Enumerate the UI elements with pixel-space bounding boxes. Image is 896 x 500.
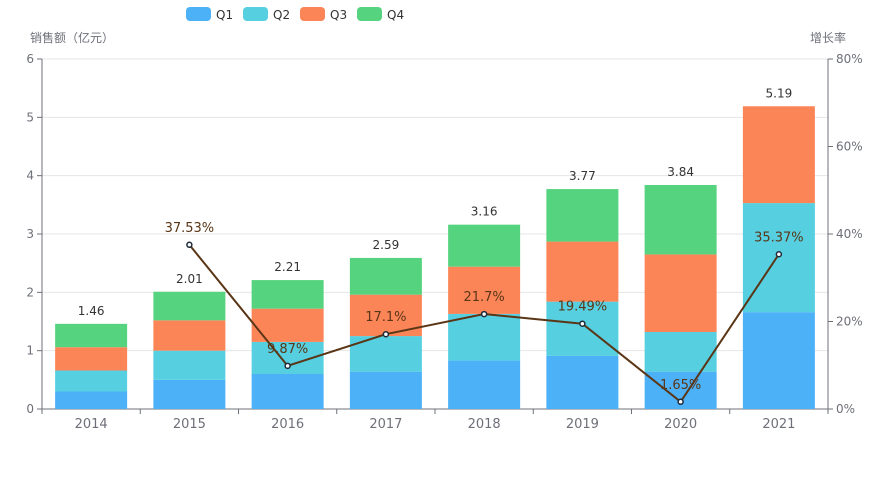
y2-tick-label: 60% bbox=[836, 140, 863, 154]
total-label: 2.01 bbox=[176, 272, 203, 286]
bar-segment[interactable] bbox=[448, 266, 521, 314]
x-tick-label: 2021 bbox=[762, 417, 795, 432]
y-tick-label: 4 bbox=[26, 169, 34, 183]
x-tick-label: 2020 bbox=[664, 417, 697, 432]
bar-segment[interactable] bbox=[546, 301, 619, 356]
bar-segment[interactable] bbox=[742, 203, 815, 313]
total-label: 1.46 bbox=[78, 304, 105, 318]
legend-label[interactable]: Q4 bbox=[387, 8, 404, 22]
bar-segment[interactable] bbox=[251, 308, 324, 342]
growth-point[interactable] bbox=[775, 251, 783, 258]
bar-segment[interactable] bbox=[546, 189, 619, 242]
growth-label: 19.49% bbox=[558, 300, 608, 315]
bar-segment[interactable] bbox=[644, 185, 717, 255]
growth-label: 1.65% bbox=[660, 378, 701, 393]
growth-point[interactable] bbox=[382, 330, 390, 338]
growth-label: 35.37% bbox=[754, 230, 804, 245]
bar-segment[interactable] bbox=[55, 391, 128, 410]
y-tick-label: 2 bbox=[26, 285, 34, 299]
y2-tick-label: 40% bbox=[836, 227, 863, 241]
x-tick-label: 2019 bbox=[566, 417, 599, 432]
bar-segment[interactable] bbox=[448, 360, 521, 409]
growth-point[interactable] bbox=[186, 241, 193, 249]
x-tick-label: 2018 bbox=[468, 417, 501, 432]
bar-segment[interactable] bbox=[349, 257, 422, 295]
legend-swatch[interactable] bbox=[243, 7, 268, 21]
total-label: 2.59 bbox=[373, 238, 400, 252]
growth-point[interactable] bbox=[579, 320, 586, 327]
bar-segment[interactable] bbox=[546, 355, 619, 409]
y-tick-label: 0 bbox=[26, 402, 34, 416]
total-label: 2.21 bbox=[274, 260, 301, 274]
bar-segment[interactable] bbox=[448, 224, 521, 267]
growth-label: 9.87% bbox=[267, 342, 308, 357]
bar-segment[interactable] bbox=[153, 320, 226, 351]
bar-segment[interactable] bbox=[153, 379, 226, 409]
bar-segment[interactable] bbox=[251, 280, 324, 309]
y2-axis-title: 增长率 bbox=[810, 30, 846, 45]
y-tick-label: 1 bbox=[26, 344, 34, 358]
bar-segment[interactable] bbox=[742, 106, 815, 204]
growth-point[interactable] bbox=[284, 362, 291, 370]
bar-segment[interactable] bbox=[742, 312, 815, 409]
bar-segment[interactable] bbox=[153, 350, 226, 380]
y-axis-title: 销售额（亿元） bbox=[30, 30, 114, 45]
y-tick-label: 6 bbox=[26, 52, 34, 66]
legend-swatch[interactable] bbox=[186, 7, 211, 21]
bar-segment[interactable] bbox=[546, 241, 619, 302]
total-label: 3.77 bbox=[569, 169, 596, 183]
bar-segment[interactable] bbox=[349, 371, 422, 409]
y2-tick-label: 80% bbox=[836, 52, 863, 66]
legend-label[interactable]: Q2 bbox=[273, 8, 290, 22]
x-tick-label: 2017 bbox=[369, 417, 402, 432]
bar-segment[interactable] bbox=[55, 323, 128, 348]
growth-point[interactable] bbox=[677, 398, 684, 406]
bar-segment[interactable] bbox=[251, 374, 324, 409]
legend-swatch[interactable] bbox=[357, 7, 382, 21]
y-tick-label: 5 bbox=[26, 110, 34, 124]
bar-segment[interactable] bbox=[55, 370, 128, 392]
total-label: 5.19 bbox=[766, 86, 793, 100]
total-label: 3.84 bbox=[667, 165, 694, 179]
growth-label: 17.1% bbox=[365, 310, 406, 325]
x-tick-label: 2015 bbox=[173, 417, 206, 432]
legend-label[interactable]: Q3 bbox=[330, 8, 347, 22]
x-tick-label: 2016 bbox=[271, 417, 304, 432]
y-tick-label: 3 bbox=[26, 227, 34, 241]
legend-swatch[interactable] bbox=[300, 7, 325, 21]
x-tick-label: 2014 bbox=[75, 417, 108, 432]
bar-segment[interactable] bbox=[448, 313, 521, 361]
y2-tick-label: 20% bbox=[836, 315, 863, 329]
growth-label: 37.53% bbox=[165, 221, 215, 236]
y2-tick-label: 0% bbox=[836, 402, 855, 416]
bar-segment[interactable] bbox=[153, 291, 226, 321]
growth-label: 21.7% bbox=[463, 290, 504, 305]
total-label: 3.16 bbox=[471, 205, 498, 219]
bar-segment[interactable] bbox=[55, 347, 128, 371]
legend-label[interactable]: Q1 bbox=[216, 8, 233, 22]
bar-segment[interactable] bbox=[644, 254, 717, 332]
growth-point[interactable] bbox=[480, 310, 488, 318]
